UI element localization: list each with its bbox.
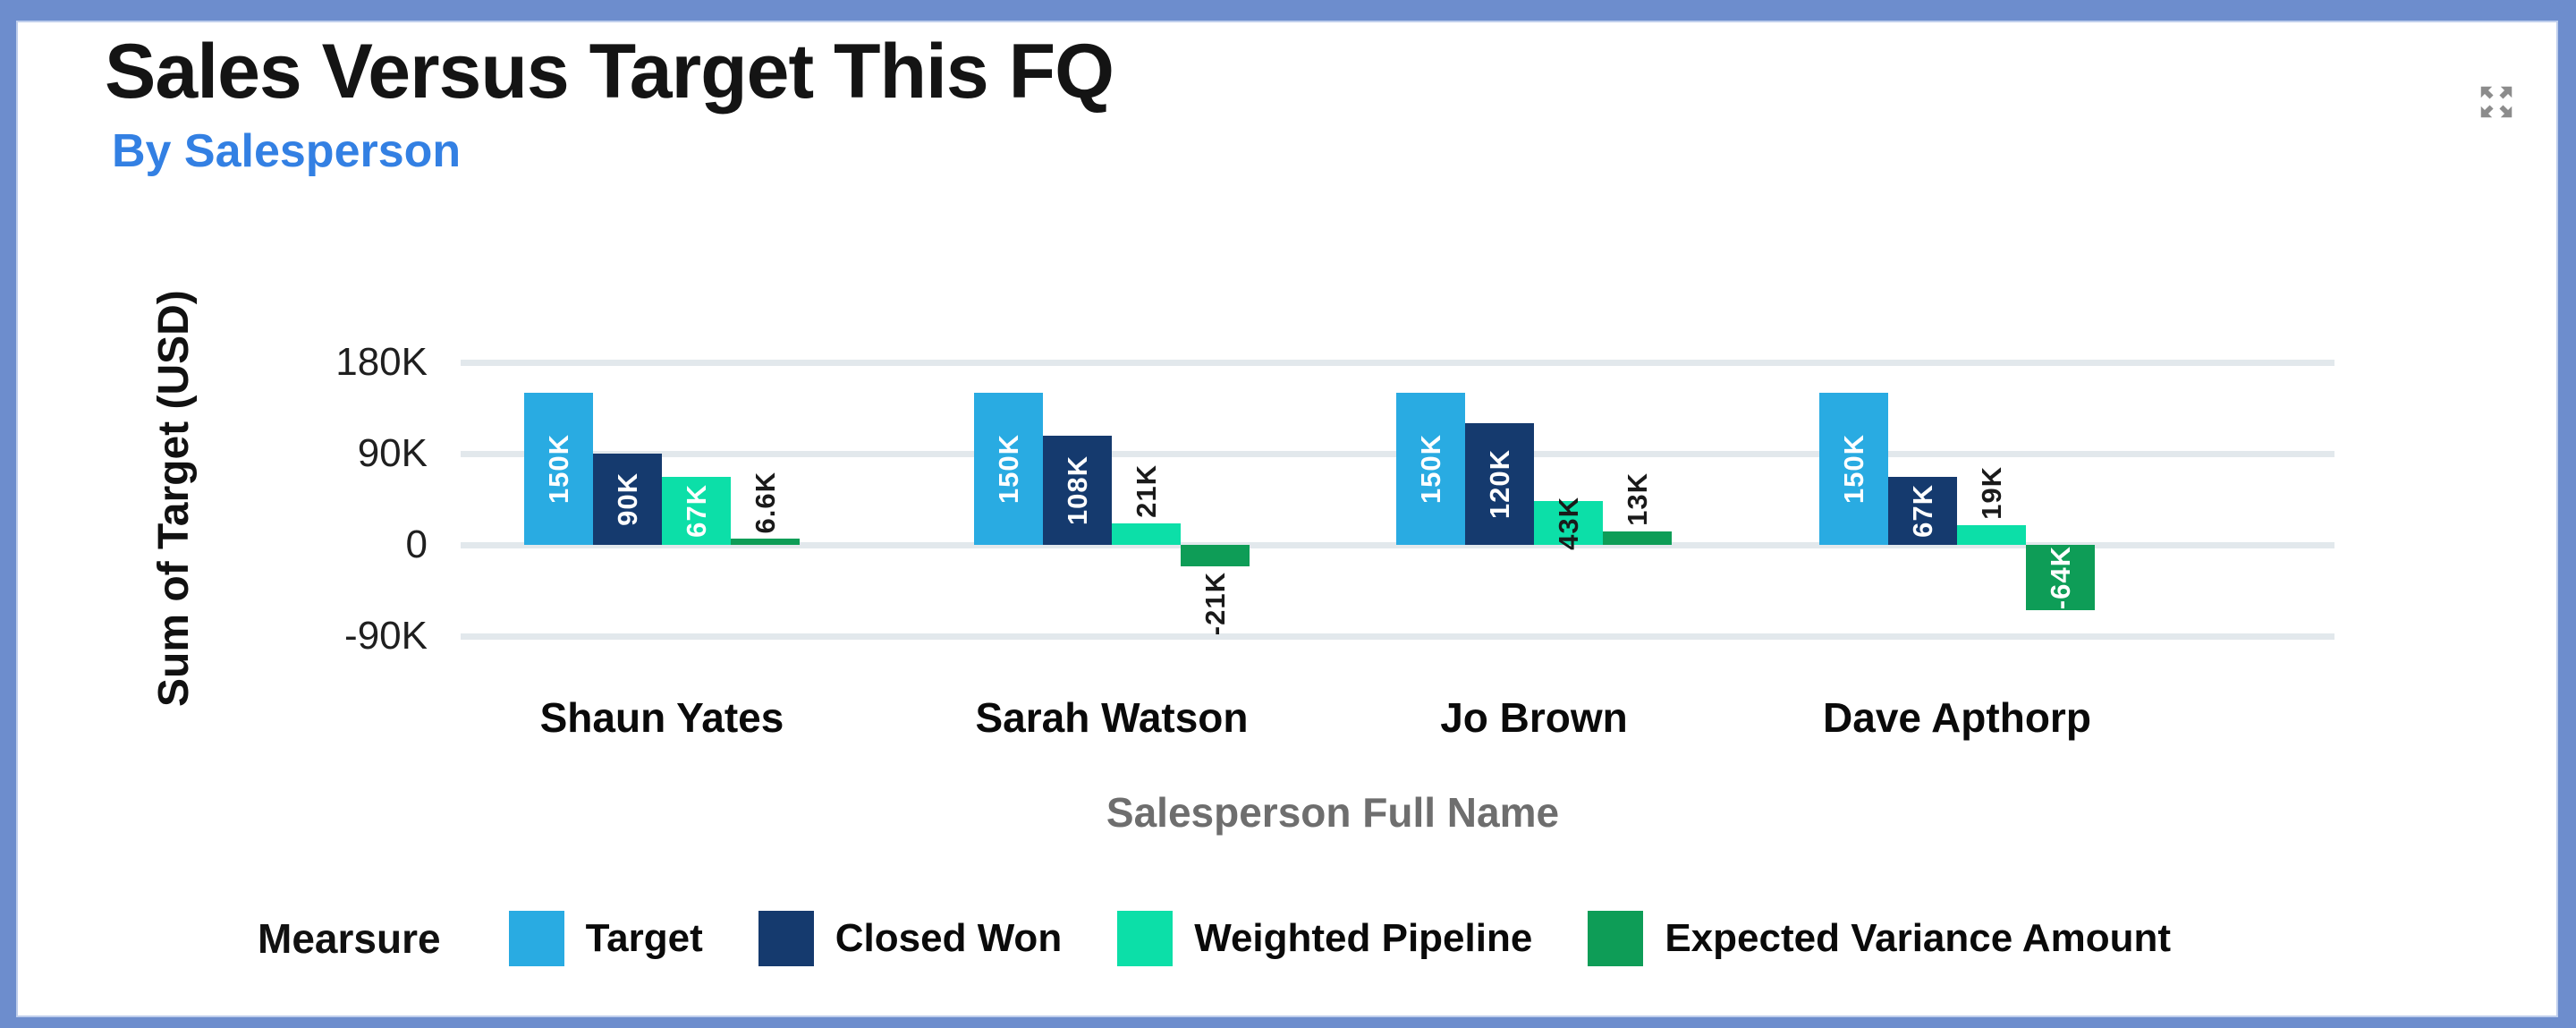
bar-weighted-pipeline[interactable] [662,477,731,545]
legend-swatch-icon [758,911,814,966]
category-label: Sarah Watson [975,694,1249,741]
legend-swatch-icon [1117,911,1174,966]
chart-subtitle-link[interactable]: By Salesperson [112,125,462,177]
y-tick-label: 180K [335,340,428,384]
chart-title: Sales Versus Target This FQ [105,29,1114,115]
bar-label-box: 13K [1603,258,1672,526]
bar-expected-variance-amount[interactable] [2026,545,2095,610]
bar-value-label: 67K [680,484,712,538]
bar-value-label: 13K [1621,472,1653,526]
y-tick-label: 90K [357,431,428,475]
bar-label-box: 108K [1043,436,1112,545]
bar-value-label: 120K [1483,448,1515,520]
category-label: Dave Apthorp [1823,694,2091,741]
bar-value-label: 150K [1414,433,1446,505]
bar-value-label: 150K [1837,433,1869,505]
bar-closed-won[interactable] [1465,423,1534,545]
legend-entry-label: Weighted Pipeline [1194,916,1533,960]
bar-value-label: 108K [1061,455,1093,526]
bar-value-label: 6.6K [749,471,781,533]
gridline [461,359,2334,366]
bar-label-box: 21K [1112,250,1181,518]
bar-value-label: 150K [992,433,1024,505]
legend-entry-closed-won[interactable]: Closed Won [758,911,1062,966]
bar-label-box: 150K [524,393,593,545]
bar-label-box: 120K [1465,423,1534,545]
y-tick-label: 0 [405,522,428,566]
bar-label-box: 67K [1888,477,1957,545]
y-tick-label: -90K [344,614,428,658]
bar-value-label: 90K [611,472,643,526]
bar-closed-won[interactable] [1888,477,1957,545]
legend-title: Mearsure [258,915,441,962]
legend-swatch-icon [508,911,564,966]
bar-label-box: 19K [1957,251,2026,520]
bar-value-label: 150K [542,433,574,505]
bar-expected-variance-amount[interactable] [1603,531,1672,545]
bar-weighted-pipeline[interactable] [1534,501,1603,545]
chart-legend: Mearsure Target Closed Won Weighted Pipeli… [258,906,2226,971]
legend-entry-label: Closed Won [835,916,1063,960]
bar-value-label: -64K [2044,545,2076,610]
legend-entry-expected-variance-amount[interactable]: Expected Variance Amount [1588,911,2171,966]
bar-closed-won[interactable] [1043,436,1112,545]
bar-target[interactable] [524,393,593,545]
bar-value-label: 43K [1552,496,1584,550]
gridline [461,541,2334,548]
dashboard-widget-card: Sales Versus Target This FQ By Salespers… [18,22,2556,1015]
legend-entry-target[interactable]: Target [508,911,703,966]
bar-target[interactable] [974,393,1043,545]
category-label: Shaun Yates [539,694,784,741]
bar-value-label: -21K [1199,572,1231,636]
bar-label-box: 150K [974,393,1043,545]
gridline [461,633,2334,640]
bar-expected-variance-amount[interactable] [731,539,800,545]
bar-target[interactable] [1396,393,1465,545]
bar-label-box: 150K [1396,393,1465,545]
bar-label-box: 6.6K [731,265,800,533]
legend-entry-weighted-pipeline[interactable]: Weighted Pipeline [1117,911,1532,966]
legend-swatch-icon [1588,911,1644,966]
expand-arrows-icon [2476,86,2517,125]
x-axis-title: Salesperson Full Name [1106,789,1560,836]
bar-closed-won[interactable] [593,454,662,545]
expand-widget-button[interactable] [2476,81,2517,123]
bar-target[interactable] [1819,393,1888,545]
bar-weighted-pipeline[interactable] [1957,525,2026,545]
bar-expected-variance-amount[interactable] [1181,545,1250,566]
bar-label-box: 67K [662,477,731,545]
plot-area: 180K 90K 0 -90K 150K 150K 150K 150K 90K 108K 120K 6… [18,22,2556,1015]
bar-label-box: 150K [1819,393,1888,545]
bar-value-label: 67K [1906,484,1938,538]
bar-label-box: 90K [593,454,662,545]
category-label: Jo Brown [1440,694,1628,741]
bar-weighted-pipeline[interactable] [1112,523,1181,545]
bar-label-box: 43K [1534,497,1603,550]
legend-entry-label: Expected Variance Amount [1665,916,2171,960]
bar-value-label: 21K [1130,464,1162,518]
bar-value-label: 19K [1975,466,2007,520]
legend-entry-label: Target [585,916,703,960]
bar-label-box: -64K [2026,545,2095,610]
